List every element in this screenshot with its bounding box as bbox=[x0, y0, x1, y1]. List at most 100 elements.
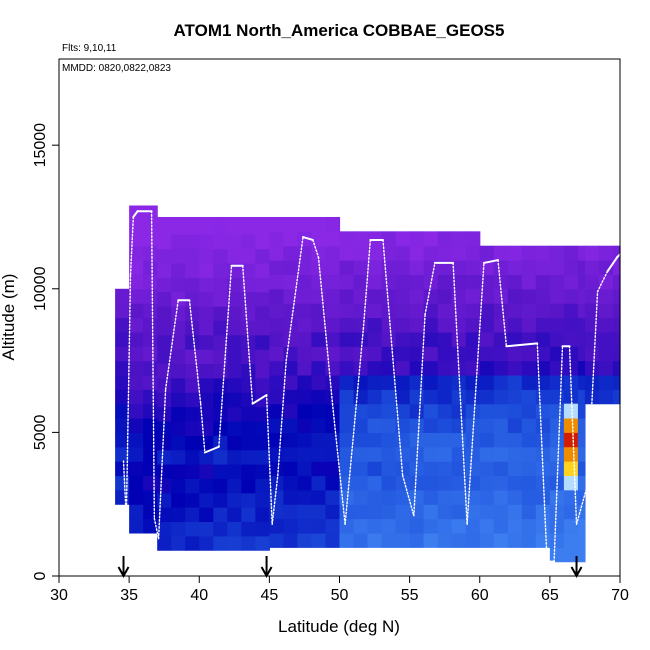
curtain-cell bbox=[269, 274, 284, 290]
curtain-cell bbox=[507, 446, 523, 462]
curtain-cell bbox=[353, 360, 369, 376]
curtain-cell bbox=[451, 518, 467, 534]
curtain-cell bbox=[325, 418, 341, 433]
curtain-cell bbox=[612, 317, 621, 333]
flight-track-segment bbox=[265, 394, 273, 525]
curtain-cell bbox=[255, 248, 270, 264]
curtain-cell bbox=[339, 231, 355, 247]
curtain-cell bbox=[311, 389, 327, 405]
curtain-cell bbox=[311, 274, 327, 290]
hotspot-cell bbox=[563, 475, 578, 491]
curtain-cell bbox=[612, 360, 621, 376]
curtain-cell bbox=[563, 346, 579, 362]
curtain-cell bbox=[325, 475, 341, 491]
curtain-cell bbox=[549, 461, 565, 477]
curtain-cell bbox=[451, 231, 467, 247]
curtain-cell bbox=[577, 260, 586, 276]
curtain-cell bbox=[339, 475, 355, 491]
curtain-cell bbox=[409, 231, 425, 247]
curtain-cell bbox=[283, 346, 299, 362]
curtain-cell bbox=[199, 216, 214, 221]
curtain-cell bbox=[598, 331, 614, 347]
curtain-cell bbox=[171, 507, 186, 523]
curtain-cell bbox=[395, 231, 411, 247]
curtain-cell bbox=[283, 231, 299, 247]
curtain-cell bbox=[598, 389, 614, 405]
curtain-cell bbox=[199, 277, 214, 293]
curtain-cell bbox=[521, 260, 537, 276]
curtain-cell bbox=[325, 518, 341, 534]
curtain-cell bbox=[549, 331, 565, 347]
curtain-cell bbox=[227, 219, 242, 235]
curtain-cell bbox=[395, 288, 411, 304]
curtain-cell bbox=[171, 420, 186, 436]
curtain-cell bbox=[381, 432, 397, 448]
curtain-cell bbox=[353, 303, 369, 319]
curtain-cell bbox=[143, 403, 158, 419]
curtain-cell bbox=[423, 489, 439, 505]
curtain-cell bbox=[297, 260, 313, 276]
curtain-cell bbox=[437, 518, 453, 534]
curtain-cell bbox=[598, 260, 614, 276]
curtain-cell bbox=[395, 331, 411, 347]
curtain-cell bbox=[311, 432, 327, 448]
curtain-cell bbox=[143, 446, 158, 462]
curtain-cell bbox=[465, 317, 481, 333]
curtain-cell bbox=[507, 346, 523, 362]
curtain-cell bbox=[353, 418, 369, 433]
curtain-cell bbox=[311, 245, 327, 261]
curtain-cell bbox=[521, 446, 537, 462]
curtain-cell bbox=[465, 389, 481, 405]
curtain-cell bbox=[269, 303, 284, 319]
curtain-cell bbox=[549, 532, 565, 548]
flight-track-segment bbox=[188, 299, 202, 405]
curtain-cell bbox=[465, 489, 481, 505]
flight-track-segment bbox=[382, 239, 404, 477]
curtain-cell bbox=[451, 260, 467, 276]
curtain-cell bbox=[423, 374, 439, 390]
curtain-cell bbox=[451, 317, 467, 333]
curtain-cell bbox=[143, 245, 158, 261]
curtain-cell bbox=[297, 418, 313, 433]
curtain-cell bbox=[283, 504, 299, 520]
curtain-cell bbox=[465, 360, 481, 376]
curtain-cell bbox=[129, 489, 144, 505]
curtain-cell bbox=[479, 317, 495, 333]
curtain-cell bbox=[563, 489, 579, 505]
curtain-cell bbox=[409, 360, 425, 376]
curtain-cell bbox=[493, 274, 509, 290]
curtain-cell bbox=[129, 346, 144, 362]
curtain-cell bbox=[171, 277, 186, 293]
curtain-cell bbox=[213, 521, 228, 537]
curtain-cell bbox=[507, 475, 523, 491]
curtain-cell bbox=[465, 346, 481, 362]
curtain-cell bbox=[129, 518, 144, 534]
flight-track-segment bbox=[596, 270, 609, 293]
curtain-cell bbox=[353, 331, 369, 347]
flight-marker-arrowhead bbox=[117, 566, 130, 579]
curtain-cell bbox=[535, 389, 551, 405]
flight-track-segment bbox=[331, 402, 346, 525]
curtain-cell bbox=[311, 331, 327, 347]
flight-track-segment bbox=[271, 474, 279, 525]
curtain-cell bbox=[507, 403, 523, 419]
curtain-cell bbox=[549, 288, 565, 304]
curtain-cell bbox=[143, 216, 158, 232]
curtain-cell bbox=[115, 360, 130, 376]
hotspot-cell bbox=[563, 446, 578, 462]
curtain-layer bbox=[115, 205, 621, 563]
curtain-cell bbox=[283, 403, 299, 419]
curtain-cell bbox=[563, 532, 579, 548]
curtain-cell bbox=[493, 475, 509, 491]
curtain-cell bbox=[521, 532, 537, 548]
curtain-cell bbox=[115, 317, 130, 333]
curtain-cell bbox=[437, 389, 453, 405]
curtain-cell bbox=[171, 334, 186, 350]
curtain-cell bbox=[479, 403, 495, 419]
curtain-cell bbox=[213, 291, 228, 307]
curtain-cell bbox=[269, 245, 284, 261]
curtain-cell bbox=[143, 346, 158, 362]
curtain-cell bbox=[269, 360, 284, 376]
curtain-cell bbox=[423, 418, 439, 433]
curtain-cell bbox=[521, 389, 537, 405]
